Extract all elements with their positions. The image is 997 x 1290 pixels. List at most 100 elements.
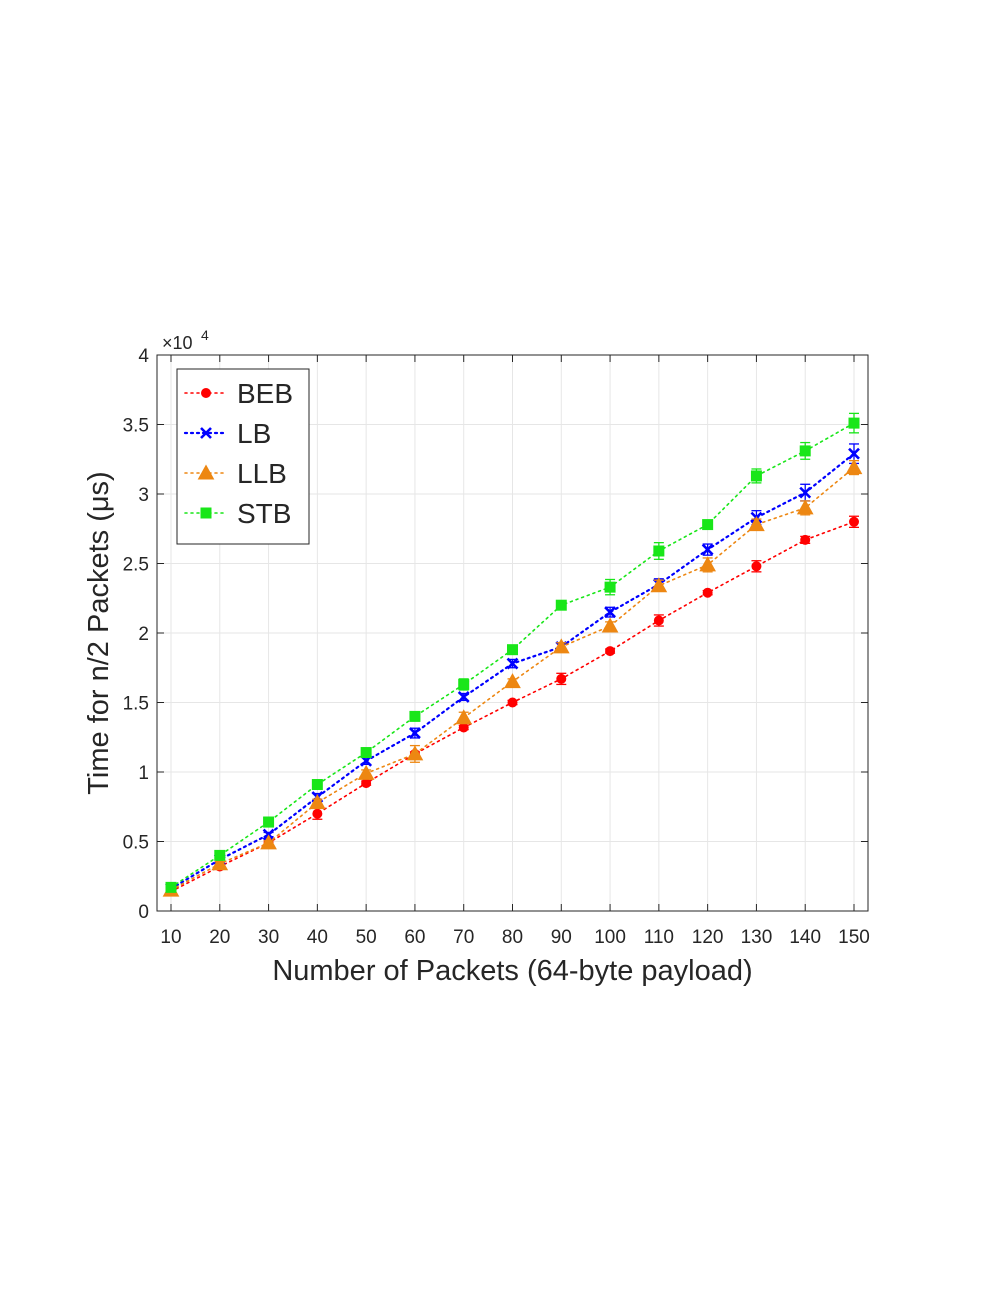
x-tick-label: 80 [502, 927, 523, 948]
data-point [653, 545, 665, 557]
data-point [796, 499, 814, 515]
x-tick-label: 140 [789, 927, 821, 948]
data-point [604, 581, 616, 593]
data-point [702, 587, 713, 598]
x-marker-stroke [604, 606, 616, 619]
data-point [409, 727, 421, 739]
data-point [799, 445, 811, 457]
y-tick-label: 0 [138, 902, 149, 923]
data-point [748, 516, 765, 532]
data-point [556, 673, 567, 684]
y-tick-label: 2.5 [123, 555, 149, 576]
data-point [751, 561, 762, 572]
data-point [360, 747, 372, 759]
data-point [507, 644, 518, 656]
data-point [699, 556, 716, 572]
x-tick-label: 130 [741, 927, 773, 948]
x-tick-label: 150 [838, 927, 870, 948]
x-marker-stroke [457, 691, 470, 703]
data-point [799, 486, 812, 499]
data-point [750, 470, 762, 482]
data-point [311, 779, 323, 791]
legend-label: STB [237, 498, 291, 529]
x-marker-stroke [200, 427, 212, 439]
data-point [653, 615, 664, 626]
x-tick-label: 60 [404, 927, 425, 948]
x-axis-label: Number of Packets (64-byte payload) [272, 955, 752, 987]
data-point [650, 577, 668, 593]
data-point [552, 638, 570, 654]
y-tick-label: 0.5 [123, 833, 149, 854]
x-tick-label: 100 [594, 927, 626, 948]
legend-item-llb: LLB [184, 458, 287, 489]
y-exponent-power: 4 [201, 327, 209, 343]
data-point [165, 881, 177, 893]
legend-item-stb: STB [184, 498, 291, 529]
legend-marker [200, 427, 212, 439]
x-tick-label: 70 [453, 927, 474, 948]
data-point [458, 678, 470, 690]
data-point [357, 764, 375, 780]
data-point [702, 519, 714, 531]
data-point [361, 778, 372, 789]
x-marker-stroke [848, 447, 860, 460]
data-point [260, 834, 277, 850]
data-point [458, 722, 469, 733]
data-point [701, 543, 714, 556]
x-tick-label: 20 [209, 927, 230, 948]
series-layer [162, 412, 863, 897]
data-point [406, 745, 424, 761]
ticks: 0 0.5 1 1.5 2 2.5 3 3.5 4 10 20 30 40 50 60 70 80 90 100 11… [123, 346, 870, 948]
data-point [504, 673, 521, 689]
legend-label: BEB [237, 378, 293, 409]
legend-marker [197, 464, 215, 480]
data-point [849, 516, 859, 527]
data-point [507, 697, 518, 708]
legend-label: LLB [237, 458, 287, 489]
legend-item-beb: BEB [184, 378, 293, 409]
y-axis-label: Time for n/2 Packets (μs) [83, 471, 115, 794]
x-marker-stroke [701, 543, 714, 556]
y-tick-label: 1 [138, 763, 149, 784]
x-tick-label: 10 [160, 927, 181, 948]
data-point [848, 417, 860, 429]
y-tick-label: 3 [138, 485, 149, 506]
data-point [800, 534, 811, 545]
data-point [506, 657, 519, 670]
data-point [848, 447, 860, 460]
legend-box [176, 368, 310, 545]
x-tick-label: 90 [551, 927, 572, 948]
x-tick-label: 110 [644, 927, 674, 948]
x-marker-stroke [409, 727, 421, 739]
x-tick-label: 30 [258, 927, 279, 948]
data-point [214, 849, 226, 861]
x-tick-label: 40 [307, 927, 328, 948]
legend-marker [201, 388, 211, 398]
y-tick-label: 4 [138, 346, 149, 367]
data-point [309, 794, 326, 810]
data-point [555, 599, 567, 611]
data-point [312, 808, 323, 819]
data-point [457, 691, 470, 703]
series-llb [162, 459, 863, 897]
data-point [605, 646, 616, 657]
x-tick-label: 120 [692, 927, 724, 948]
y-tick-label: 2 [138, 624, 149, 645]
x-marker-stroke [799, 486, 812, 499]
x-tick-label: 50 [356, 927, 377, 948]
legend: BEB LB LLB STB [176, 368, 310, 545]
x-marker-stroke [506, 657, 519, 670]
data-point [211, 855, 229, 871]
y-exponent-base: ×10 [162, 333, 193, 353]
data-point [455, 709, 473, 725]
data-point [845, 459, 863, 475]
y-tick-label: 1.5 [123, 694, 149, 715]
data-point [263, 816, 275, 828]
data-point [409, 710, 421, 722]
y-tick-label: 3.5 [123, 416, 149, 437]
data-point [601, 617, 619, 633]
legend-marker [200, 507, 212, 519]
legend-label: LB [237, 418, 271, 449]
series-stb [165, 412, 860, 893]
